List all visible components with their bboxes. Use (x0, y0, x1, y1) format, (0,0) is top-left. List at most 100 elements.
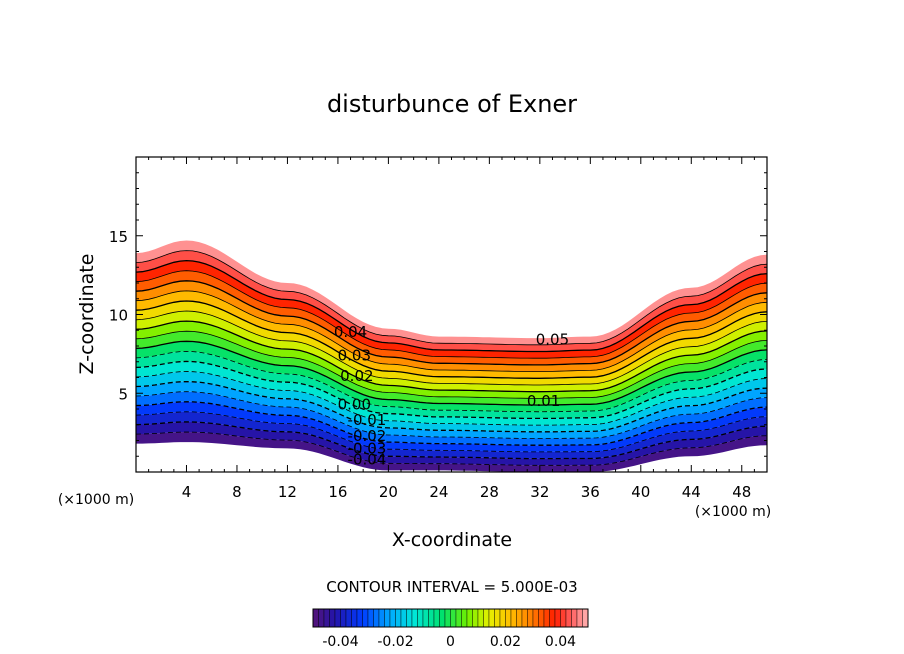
colorbar-tick-label: 0.04 (545, 634, 576, 650)
colorbar-cell (433, 608, 440, 628)
colorbar-cell (560, 608, 567, 628)
contour-line (136, 371, 767, 426)
colorbar-cell (378, 608, 385, 628)
colorbar-frame (312, 608, 589, 628)
colorbar-cell (554, 608, 561, 628)
x-tick-label: 8 (232, 483, 242, 501)
contour-label: 0.02 (340, 367, 373, 385)
colorbar-cell (395, 608, 402, 628)
contour-band (136, 240, 767, 345)
contour-band (136, 341, 767, 412)
contour-line (136, 360, 767, 420)
contour-line (136, 401, 767, 446)
x-tick-label: 48 (732, 483, 751, 501)
contour-label: 0.01 (527, 392, 560, 410)
contour-line (136, 350, 767, 413)
contour-label: -0.01 (348, 411, 387, 429)
colorbar-cell (505, 608, 512, 628)
contour-interval-text: CONTOUR INTERVAL = 5.000E-03 (326, 578, 577, 596)
contour-line (136, 340, 767, 406)
colorbar-cell (450, 608, 457, 628)
x-axis-label: X-coordinate (392, 529, 512, 551)
contour-band (136, 371, 767, 432)
colorbar-cell (406, 608, 413, 628)
contour-line (136, 330, 767, 399)
contour-band (136, 411, 767, 459)
colorbar-cell (373, 608, 380, 628)
colorbar-cell (455, 608, 462, 628)
colorbar-cell (510, 608, 517, 628)
colorbar-ticks: -0.04 -0.02 0 0.02 0.04 (322, 634, 576, 650)
contour-band (136, 432, 767, 472)
colorbar-cell (532, 608, 539, 628)
x-tick-label: 16 (328, 483, 347, 501)
colorbar-cell (367, 608, 374, 628)
colorbar-cell (318, 608, 325, 628)
colorbar-cell (356, 608, 363, 628)
contour-band (136, 301, 767, 385)
colorbar-cell (477, 608, 484, 628)
colorbar (312, 608, 589, 628)
colorbar-cell (345, 608, 352, 628)
contour-label: 0.03 (338, 346, 371, 364)
colorbar-cell (538, 608, 545, 628)
colorbar-cell (312, 608, 319, 628)
x-tick-label: 32 (530, 483, 549, 501)
colorbar-cell (400, 608, 407, 628)
colorbar-cell (488, 608, 495, 628)
contour-band (136, 290, 767, 379)
chart-title: disturbunce of Exner (327, 90, 577, 118)
colorbar-cell (494, 608, 501, 628)
contour-line (136, 310, 767, 386)
contour-label: 0.04 (334, 323, 367, 341)
colorbar-cell (362, 608, 369, 628)
colorbar-tick-label: 0 (446, 634, 455, 650)
colorbar-cell (516, 608, 523, 628)
colorbar-cell (466, 608, 473, 628)
contour-band (136, 270, 767, 365)
contour-band (136, 250, 767, 352)
contour-line (136, 250, 767, 346)
contour-label: -0.02 (348, 427, 387, 445)
contour-band (136, 331, 767, 406)
x-tick-label: 44 (682, 483, 701, 501)
x-tick-label: 24 (429, 483, 448, 501)
x-unit-right: (×1000 m) (695, 504, 771, 520)
x-tick-label: 12 (278, 483, 297, 501)
colorbar-cell (439, 608, 446, 628)
colorbar-tick-label: -0.04 (322, 634, 358, 650)
contour-band (136, 401, 767, 452)
contour-label: -0.03 (348, 439, 387, 457)
contour-line (136, 280, 767, 366)
contour-band (136, 311, 767, 392)
contour-band (136, 321, 767, 399)
contour-label-layer: 0.04 0.05 0.03 0.02 0.00 0.01 -0.01-0.02-0.03-… (334, 323, 569, 469)
colorbar-cell (499, 608, 506, 628)
colorbar-cell (323, 608, 330, 628)
contour-label: 0.05 (536, 331, 569, 349)
colorbar-cell (521, 608, 528, 628)
colorbar-tick-label: -0.02 (377, 634, 413, 650)
x-tick-label: 40 (631, 483, 650, 501)
x-unit-left: (×1000 m) (58, 492, 134, 508)
colorbar-cell (389, 608, 396, 628)
contour-band (136, 260, 767, 359)
colorbar-cell (411, 608, 418, 628)
colorbar-cell (483, 608, 490, 628)
contour-band (136, 391, 767, 446)
x-tick-label: 28 (480, 483, 499, 501)
colorbar-cell (461, 608, 468, 628)
y-tick-label: 15 (109, 228, 128, 246)
contour-line (136, 290, 767, 373)
colorbar-cell (571, 608, 578, 628)
colorbar-cell (582, 608, 589, 628)
x-tick-label: 20 (379, 483, 398, 501)
y-tick-label: 10 (109, 307, 128, 325)
contour-line (136, 259, 767, 353)
colorbar-cell (417, 608, 424, 628)
colorbar-cell (527, 608, 534, 628)
colorbar-cell (549, 608, 556, 628)
contour-band (136, 381, 767, 439)
